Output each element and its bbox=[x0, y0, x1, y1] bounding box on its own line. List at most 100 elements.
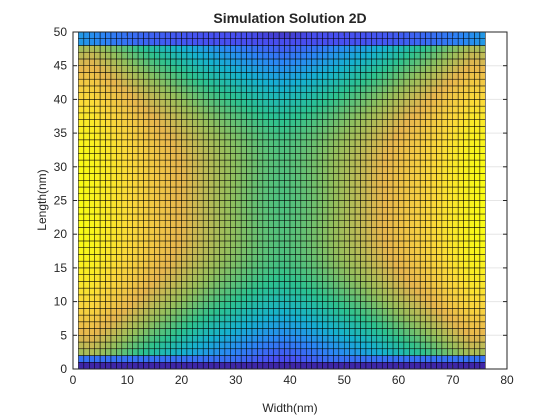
heatmap-cell bbox=[137, 240, 144, 248]
heatmap-cell bbox=[414, 99, 421, 107]
heatmap-cell bbox=[387, 139, 394, 147]
heatmap-cell bbox=[94, 274, 101, 282]
heatmap-cell bbox=[479, 51, 486, 60]
heatmap-cell bbox=[409, 119, 416, 127]
heatmap-cell bbox=[376, 99, 383, 107]
heatmap-cell bbox=[159, 180, 166, 188]
heatmap-cell bbox=[436, 153, 443, 161]
heatmap-cell bbox=[262, 227, 269, 235]
heatmap-cell bbox=[300, 355, 307, 363]
heatmap-cell bbox=[322, 92, 329, 100]
heatmap-cell bbox=[121, 294, 128, 302]
heatmap-cell bbox=[192, 348, 199, 356]
heatmap-cell bbox=[257, 227, 264, 235]
heatmap-cell bbox=[143, 200, 150, 208]
heatmap-cell bbox=[273, 200, 280, 208]
heatmap-cell bbox=[344, 132, 350, 141]
heatmap-cell bbox=[278, 180, 285, 188]
heatmap-cell bbox=[338, 294, 345, 302]
heatmap-cell bbox=[148, 213, 155, 221]
heatmap-cell bbox=[398, 274, 405, 282]
heatmap-cell bbox=[181, 99, 188, 107]
heatmap-cell bbox=[468, 51, 475, 60]
heatmap-cell bbox=[289, 92, 296, 100]
heatmap-cell bbox=[333, 287, 340, 296]
heatmap-cell bbox=[246, 362, 253, 370]
heatmap-cell bbox=[83, 314, 90, 323]
heatmap-cell bbox=[208, 254, 215, 262]
heatmap-cell bbox=[376, 65, 383, 73]
heatmap-cell bbox=[192, 362, 199, 370]
heatmap-cell bbox=[99, 85, 106, 93]
heatmap-cell bbox=[322, 78, 329, 87]
heatmap-cell bbox=[338, 180, 345, 188]
heatmap-cell bbox=[392, 105, 399, 114]
heatmap-cell bbox=[213, 166, 220, 174]
heatmap-cell bbox=[164, 58, 171, 66]
heatmap-cell bbox=[132, 281, 139, 289]
heatmap-cell bbox=[474, 254, 481, 262]
heatmap-cell bbox=[371, 321, 378, 329]
heatmap-cell bbox=[338, 139, 345, 147]
heatmap-cell bbox=[273, 146, 280, 154]
heatmap-cell bbox=[409, 314, 416, 323]
heatmap-cell bbox=[208, 233, 215, 242]
heatmap-cell bbox=[159, 274, 166, 282]
heatmap-cell bbox=[170, 247, 177, 255]
heatmap-cell bbox=[230, 105, 236, 114]
heatmap-cell bbox=[333, 227, 340, 235]
heatmap-cell bbox=[224, 31, 231, 39]
heatmap-cell bbox=[316, 85, 323, 93]
heatmap-cell bbox=[246, 213, 253, 221]
heatmap-cell bbox=[99, 65, 106, 73]
heatmap-cell bbox=[333, 186, 340, 195]
heatmap-cell bbox=[213, 139, 220, 147]
heatmap-cell bbox=[175, 126, 182, 134]
heatmap-cell bbox=[262, 51, 269, 60]
heatmap-cell bbox=[392, 166, 399, 174]
heatmap-cell bbox=[316, 301, 323, 309]
heatmap-cell bbox=[403, 341, 410, 350]
heatmap-cell bbox=[202, 341, 209, 350]
heatmap-cell bbox=[300, 348, 307, 356]
heatmap-cell bbox=[306, 206, 312, 215]
heatmap-cell bbox=[333, 159, 340, 168]
heatmap-cell bbox=[430, 180, 437, 188]
heatmap-cell bbox=[240, 51, 247, 60]
heatmap-cell bbox=[403, 260, 410, 269]
heatmap-cell bbox=[338, 173, 345, 181]
heatmap-cell bbox=[235, 247, 242, 255]
heatmap-cell bbox=[371, 355, 378, 363]
heatmap-cell bbox=[132, 119, 139, 127]
heatmap-cell bbox=[197, 139, 204, 147]
heatmap-cell bbox=[371, 274, 378, 282]
heatmap-cell bbox=[116, 267, 123, 275]
heatmap-cell bbox=[300, 193, 307, 201]
heatmap-cell bbox=[447, 31, 453, 39]
heatmap-cell bbox=[387, 362, 394, 370]
heatmap-cell bbox=[403, 166, 410, 174]
heatmap-cell bbox=[403, 301, 410, 309]
heatmap-cell bbox=[447, 281, 453, 289]
heatmap-cell bbox=[78, 38, 85, 46]
heatmap-cell bbox=[78, 301, 85, 309]
heatmap-cell bbox=[452, 65, 459, 73]
heatmap-cell bbox=[316, 99, 323, 107]
heatmap-cell bbox=[121, 355, 128, 363]
heatmap-cell bbox=[105, 294, 112, 302]
heatmap-cell bbox=[430, 173, 437, 181]
heatmap-cell bbox=[306, 78, 312, 87]
heatmap-cell bbox=[148, 274, 155, 282]
heatmap-cell bbox=[170, 287, 177, 296]
heatmap-cell bbox=[230, 58, 236, 66]
heatmap-cell bbox=[202, 105, 209, 114]
heatmap-cell bbox=[137, 233, 144, 242]
heatmap-cell bbox=[414, 355, 421, 363]
heatmap-cell bbox=[116, 92, 123, 100]
heatmap-cell bbox=[235, 38, 242, 46]
heatmap-cell bbox=[192, 321, 199, 329]
heatmap-cell bbox=[175, 112, 182, 120]
heatmap-cell bbox=[333, 38, 340, 46]
heatmap-cell bbox=[398, 321, 405, 329]
heatmap-cell bbox=[403, 355, 410, 363]
